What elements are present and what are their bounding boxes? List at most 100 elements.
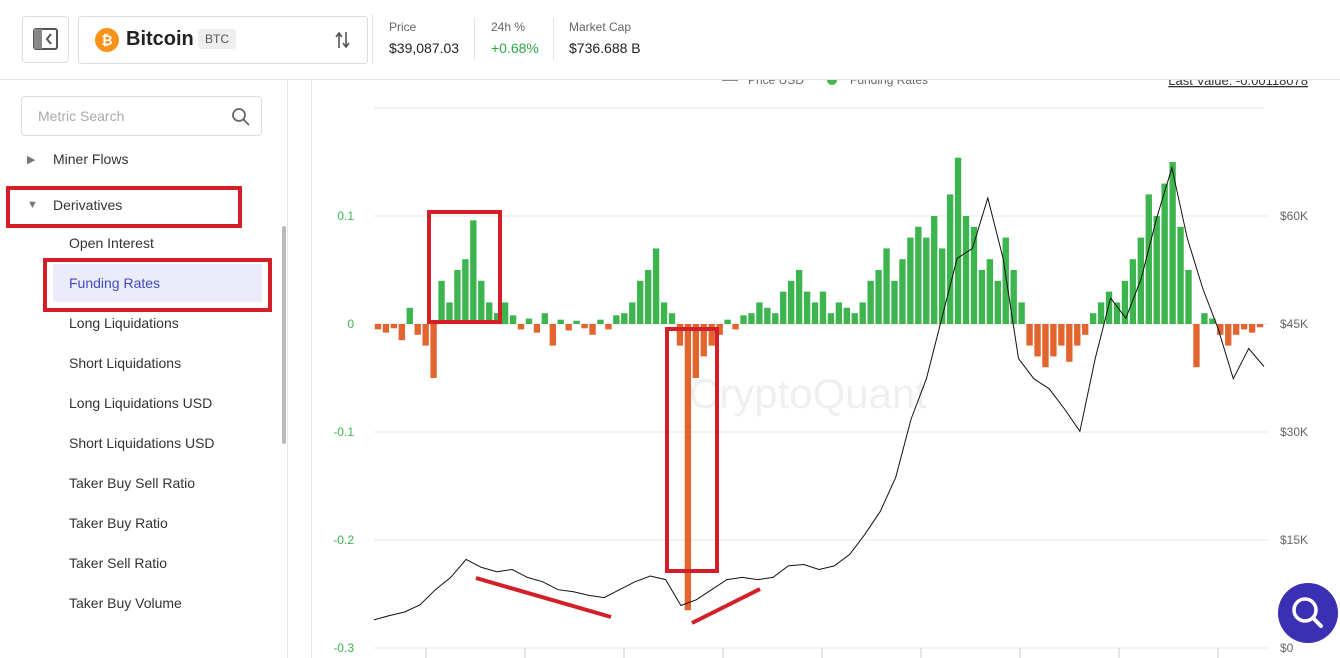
bar [398,324,405,341]
bar [549,324,556,346]
metric-item[interactable]: Taker Buy Volume [69,595,182,611]
bar [859,302,866,324]
bar [1185,270,1192,324]
metric-item[interactable]: Short Liquidations USD [69,435,215,451]
metric-item[interactable]: Open Interest [69,235,154,251]
bar [676,324,684,346]
help-search-button[interactable] [1278,583,1338,643]
bar [1034,324,1041,357]
stat-value: $39,087.03 [389,40,460,56]
scrollbar[interactable] [282,226,286,444]
bar [795,270,803,324]
bar [589,324,596,335]
bar [1074,324,1081,346]
bar [637,280,644,324]
bar [668,313,676,324]
annotation-box [427,210,502,324]
help-icon [1292,597,1323,628]
bar [1042,324,1049,368]
stat-label: Market Cap [569,20,632,34]
expand-arrow: ▶ [27,154,36,166]
divider [474,18,475,60]
bar [438,280,445,324]
search-placeholder: Metric Search [38,108,125,124]
bar [1177,226,1184,324]
bar [891,280,898,324]
bar [907,237,914,324]
bar [1082,324,1089,335]
bar [493,313,501,324]
bar [819,291,827,324]
bar [867,280,874,324]
bar [605,324,612,330]
y2-tick-label: $0 [1280,641,1294,655]
metric-item[interactable]: Taker Sell Ratio [69,555,168,571]
bar [835,302,843,324]
bar [517,324,525,330]
metric-item[interactable]: Taker Buy Ratio [69,515,168,531]
metric-item[interactable]: Long Liquidations [69,315,179,331]
sidebar: Metric Search ▶ Miner Flows ▼ Derivatives Op… [0,80,288,658]
bar [414,324,421,335]
metric-item[interactable]: Taker Buy Sell Ratio [69,475,196,491]
bar [525,318,533,324]
bar [843,307,850,324]
bar [1121,280,1129,324]
annotation-box [43,258,272,312]
bar [382,324,390,333]
bar [509,315,517,324]
active-highlight [53,264,262,302]
y2-tick-label: $30K [1280,425,1308,439]
bar [1105,291,1113,324]
metric-search[interactable]: Metric Search [21,96,262,136]
toggle-icon [33,28,58,50]
divider [553,18,554,60]
search-icon [232,108,250,126]
bar [1161,183,1168,324]
metric-item[interactable]: Long Liquidations USD [69,395,213,411]
bar [788,280,795,324]
bar [390,324,398,329]
svg-text:₿: ₿ [101,32,112,48]
y2-tick-label: $15K [1280,533,1308,547]
bar [597,319,604,324]
bar [486,302,493,324]
bar [883,248,890,324]
annotation-box [665,327,719,573]
metric-item[interactable]: Short Liquidations [69,355,182,371]
watermark: CryptoQuant [689,370,927,417]
bar [875,270,882,324]
bar [811,302,819,324]
bar [899,259,906,324]
y-tick-label: -0.2 [333,533,354,547]
bar [962,216,970,324]
bar [533,324,541,333]
metric-group[interactable]: Miner Flows [53,151,129,167]
bar [1010,270,1017,324]
bar [772,313,779,324]
sidebar-toggle[interactable] [22,16,69,63]
y-tick-label: 0 [347,317,354,331]
bar [1217,324,1224,335]
bar [946,194,954,324]
bar [644,270,652,324]
bar [621,313,628,324]
stat-label: 24h % [491,20,526,34]
bar [923,237,930,324]
bar [1248,324,1256,333]
bar [557,319,564,324]
metric-item[interactable]: Funding Rates [69,275,161,291]
bar [931,216,938,324]
bar [1089,313,1097,324]
bar [827,313,835,324]
y-tick-label: -0.3 [333,641,354,655]
bar [708,324,715,346]
bar [470,220,477,324]
bar [756,302,763,324]
metric-group[interactable]: Derivatives [53,197,123,213]
coin-selector[interactable]: ₿ Bitcoin BTC [78,16,368,64]
bar [454,270,461,324]
bar [915,226,922,324]
